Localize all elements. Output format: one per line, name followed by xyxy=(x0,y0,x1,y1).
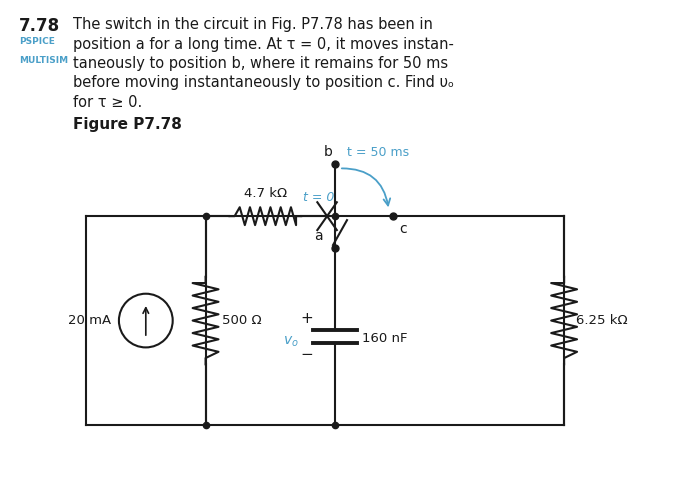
Text: PSPICE: PSPICE xyxy=(19,37,55,46)
FancyArrowPatch shape xyxy=(342,168,390,205)
Text: The switch in the circuit in Fig. P7.78 has been in: The switch in the circuit in Fig. P7.78 … xyxy=(73,17,433,32)
Text: MULTISIM: MULTISIM xyxy=(19,56,69,65)
Text: 20 mA: 20 mA xyxy=(68,314,111,327)
Text: +: + xyxy=(301,310,313,325)
Text: taneously to position b, where it remains for 50 ms: taneously to position b, where it remain… xyxy=(73,56,448,71)
Text: b: b xyxy=(324,145,333,160)
Text: for τ ≥ 0.: for τ ≥ 0. xyxy=(73,95,142,110)
Text: 7.78: 7.78 xyxy=(19,17,60,35)
Text: 160 nF: 160 nF xyxy=(362,332,407,345)
Text: −: − xyxy=(301,347,313,363)
Text: a: a xyxy=(315,229,323,243)
Text: before moving instantaneously to position c. Find υₒ: before moving instantaneously to positio… xyxy=(73,76,454,90)
Text: position a for a long time. At τ = 0, it moves instan-: position a for a long time. At τ = 0, it… xyxy=(73,37,454,52)
Text: c: c xyxy=(398,222,406,236)
Text: t = 50 ms: t = 50 ms xyxy=(347,146,409,160)
Text: 500 Ω: 500 Ω xyxy=(222,314,262,327)
Text: 4.7 kΩ: 4.7 kΩ xyxy=(244,187,287,200)
Text: 6.25 kΩ: 6.25 kΩ xyxy=(576,314,628,327)
Text: t = 0: t = 0 xyxy=(303,191,335,204)
Text: $v_o$: $v_o$ xyxy=(283,334,299,348)
Text: Figure P7.78: Figure P7.78 xyxy=(73,117,182,132)
